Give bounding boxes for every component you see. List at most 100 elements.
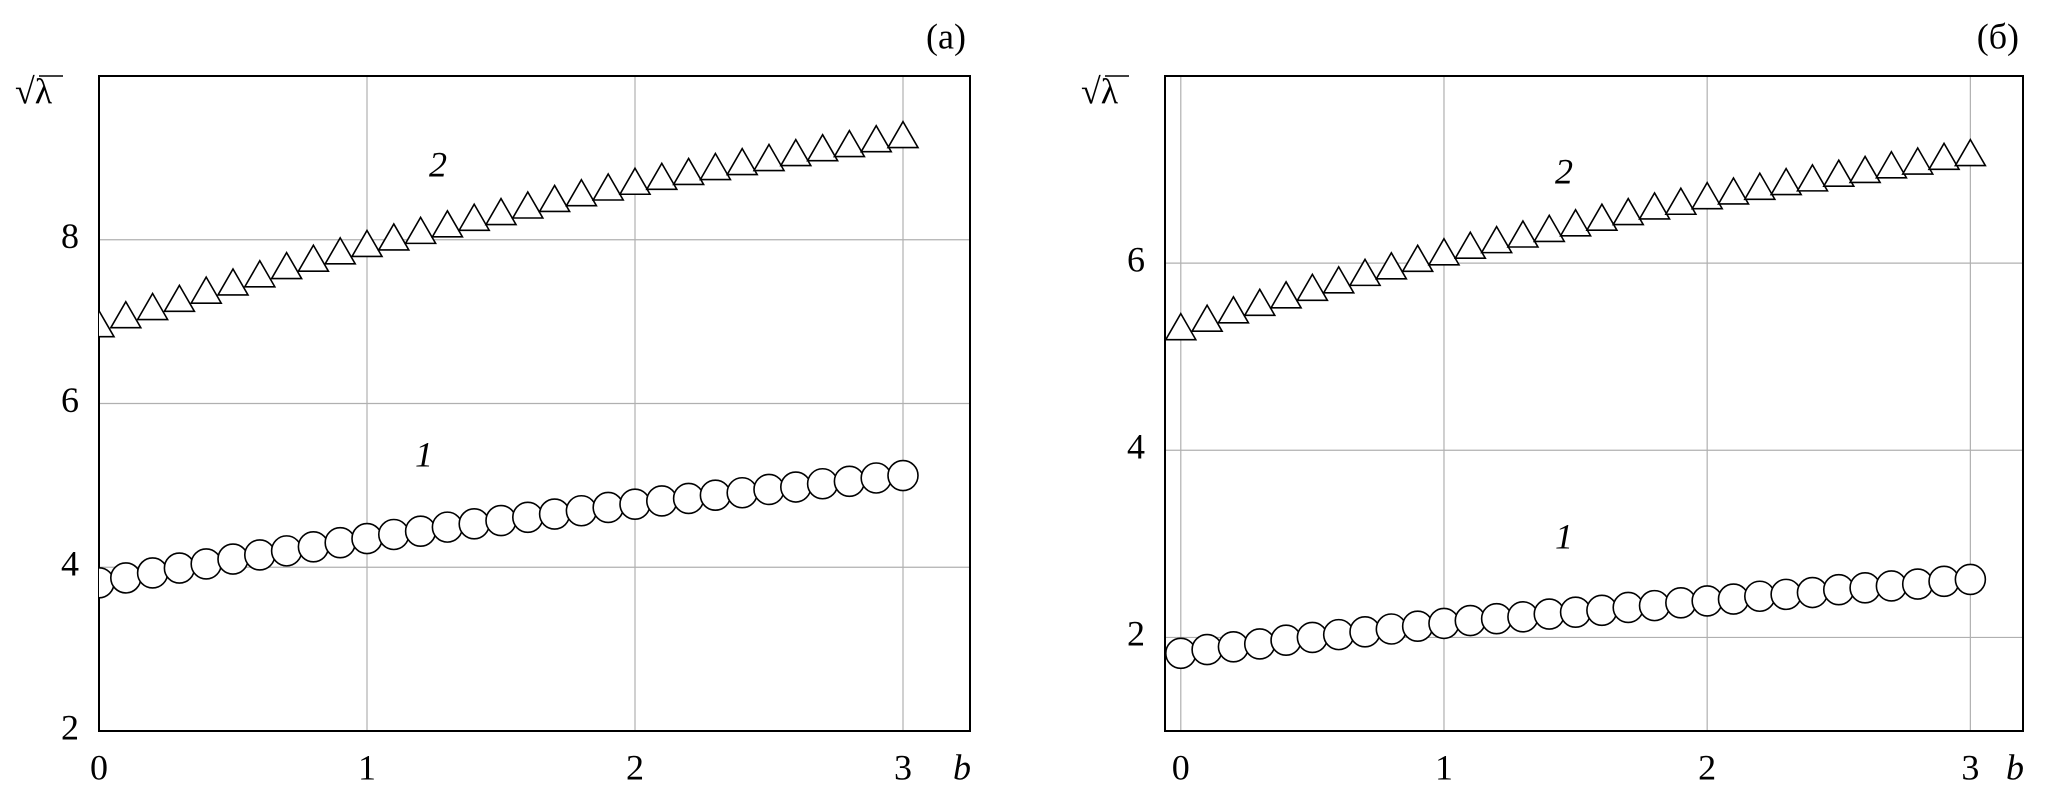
circle-marker bbox=[1875, 570, 1908, 602]
triangle-marker bbox=[297, 243, 330, 273]
circle-marker bbox=[1770, 578, 1802, 611]
y-tick-label: 2 bbox=[1127, 614, 1145, 654]
circle-marker bbox=[485, 504, 517, 537]
triangle-marker bbox=[752, 142, 786, 172]
circle-marker bbox=[1270, 624, 1302, 657]
x-tick-label: 3 bbox=[894, 747, 912, 787]
series-label: 1 bbox=[1555, 516, 1573, 556]
y-tick-label: 4 bbox=[1127, 427, 1145, 467]
triangle-marker bbox=[859, 124, 893, 153]
triangle-marker bbox=[699, 151, 732, 181]
circle-marker bbox=[243, 539, 276, 571]
triangle-marker bbox=[1953, 137, 1987, 167]
triangle-marker bbox=[725, 147, 759, 176]
triangle-marker bbox=[1480, 225, 1514, 254]
chart-title: (а) bbox=[926, 16, 966, 56]
circle-marker bbox=[779, 471, 812, 503]
circle-marker bbox=[1322, 618, 1355, 651]
triangle-marker bbox=[1190, 303, 1224, 333]
triangle-marker bbox=[189, 275, 223, 304]
circle-marker bbox=[1849, 572, 1881, 604]
triangle-marker bbox=[1848, 154, 1882, 184]
circle-marker bbox=[1243, 628, 1276, 660]
x-tick-label: 1 bbox=[1435, 747, 1453, 787]
y-tick-label: 8 bbox=[61, 216, 79, 256]
y-tick-label: 6 bbox=[1127, 239, 1145, 279]
triangle-marker bbox=[1690, 181, 1724, 210]
circle-marker bbox=[1165, 637, 1197, 670]
circle-marker bbox=[806, 467, 839, 500]
triangle-marker bbox=[1348, 257, 1382, 287]
circle-marker bbox=[404, 515, 437, 548]
y-axis-label: √λ bbox=[1081, 71, 1119, 111]
triangle-marker bbox=[1769, 167, 1803, 196]
triangle-marker bbox=[538, 183, 571, 213]
triangle-marker bbox=[645, 161, 679, 191]
x-tick-label: 0 bbox=[1172, 747, 1190, 787]
circle-marker bbox=[377, 518, 410, 551]
circle-marker bbox=[217, 543, 249, 575]
circle-marker bbox=[1928, 565, 1960, 598]
triangle-marker bbox=[136, 291, 169, 321]
triangle-marker bbox=[109, 300, 143, 329]
circle-marker bbox=[324, 526, 357, 559]
triangle-marker bbox=[1664, 186, 1698, 216]
chart: 2 4 6 8 0 1 2 3 (а) √λ b 1 2 bbox=[15, 16, 971, 787]
x-tick-label: 0 bbox=[90, 747, 108, 787]
circle-marker bbox=[1296, 621, 1329, 654]
y-axis-label: √λ bbox=[15, 71, 53, 111]
circle-marker bbox=[1796, 576, 1829, 609]
chart-title: (б) bbox=[1977, 16, 2019, 56]
circle-marker bbox=[1901, 568, 1934, 600]
circle-marker bbox=[699, 479, 732, 512]
circle-marker bbox=[511, 501, 544, 534]
chart: 2 4 6 0 1 2 3 (б) √λ b 1 2 bbox=[1081, 16, 2024, 787]
circle-marker bbox=[1217, 630, 1250, 663]
triangle-marker bbox=[1506, 219, 1540, 248]
triangle-marker bbox=[779, 137, 813, 167]
x-axis-label: b bbox=[953, 747, 971, 787]
triangle-marker bbox=[270, 250, 303, 280]
triangle-marker bbox=[99, 309, 116, 338]
circle-marker bbox=[1691, 585, 1723, 617]
circle-marker bbox=[1717, 583, 1750, 615]
triangle-marker bbox=[1165, 312, 1198, 341]
triangle-marker bbox=[457, 202, 491, 232]
circle-marker bbox=[887, 459, 919, 492]
circle-marker bbox=[1349, 616, 1381, 648]
triangle-marker bbox=[1322, 265, 1356, 294]
circle-marker bbox=[1507, 601, 1539, 633]
triangle-marker bbox=[1427, 237, 1461, 266]
triangle-marker bbox=[806, 133, 839, 162]
triangle-marker bbox=[1401, 243, 1435, 273]
circle-marker bbox=[431, 511, 464, 543]
x-tick-label: 3 bbox=[1961, 747, 1979, 787]
y-tick-label: 4 bbox=[61, 544, 79, 584]
circle-marker bbox=[1401, 610, 1434, 643]
triangle-marker bbox=[1217, 295, 1250, 324]
circle-marker bbox=[1744, 580, 1776, 613]
circle-marker bbox=[297, 530, 330, 563]
triangle-marker bbox=[1743, 171, 1777, 201]
circle-marker bbox=[99, 567, 115, 599]
circle-marker bbox=[351, 522, 383, 555]
circle-marker bbox=[1191, 633, 1223, 666]
circle-marker bbox=[190, 548, 222, 580]
plot-frame bbox=[98, 75, 971, 732]
x-tick-label: 2 bbox=[626, 747, 644, 787]
circle-marker bbox=[565, 494, 598, 527]
circle-marker bbox=[1665, 587, 1697, 619]
circle-marker bbox=[136, 557, 169, 589]
triangle-marker bbox=[886, 119, 920, 149]
circle-marker bbox=[860, 462, 893, 494]
triangle-marker bbox=[618, 166, 652, 196]
triangle-marker bbox=[565, 178, 598, 207]
triangle-marker bbox=[1927, 141, 1961, 171]
circle-marker bbox=[1454, 604, 1487, 637]
triangle-marker bbox=[1611, 196, 1645, 226]
circle-marker bbox=[833, 465, 866, 498]
series-label: 1 bbox=[415, 434, 433, 474]
circle-marker bbox=[163, 552, 196, 584]
circle-marker bbox=[1375, 613, 1408, 645]
